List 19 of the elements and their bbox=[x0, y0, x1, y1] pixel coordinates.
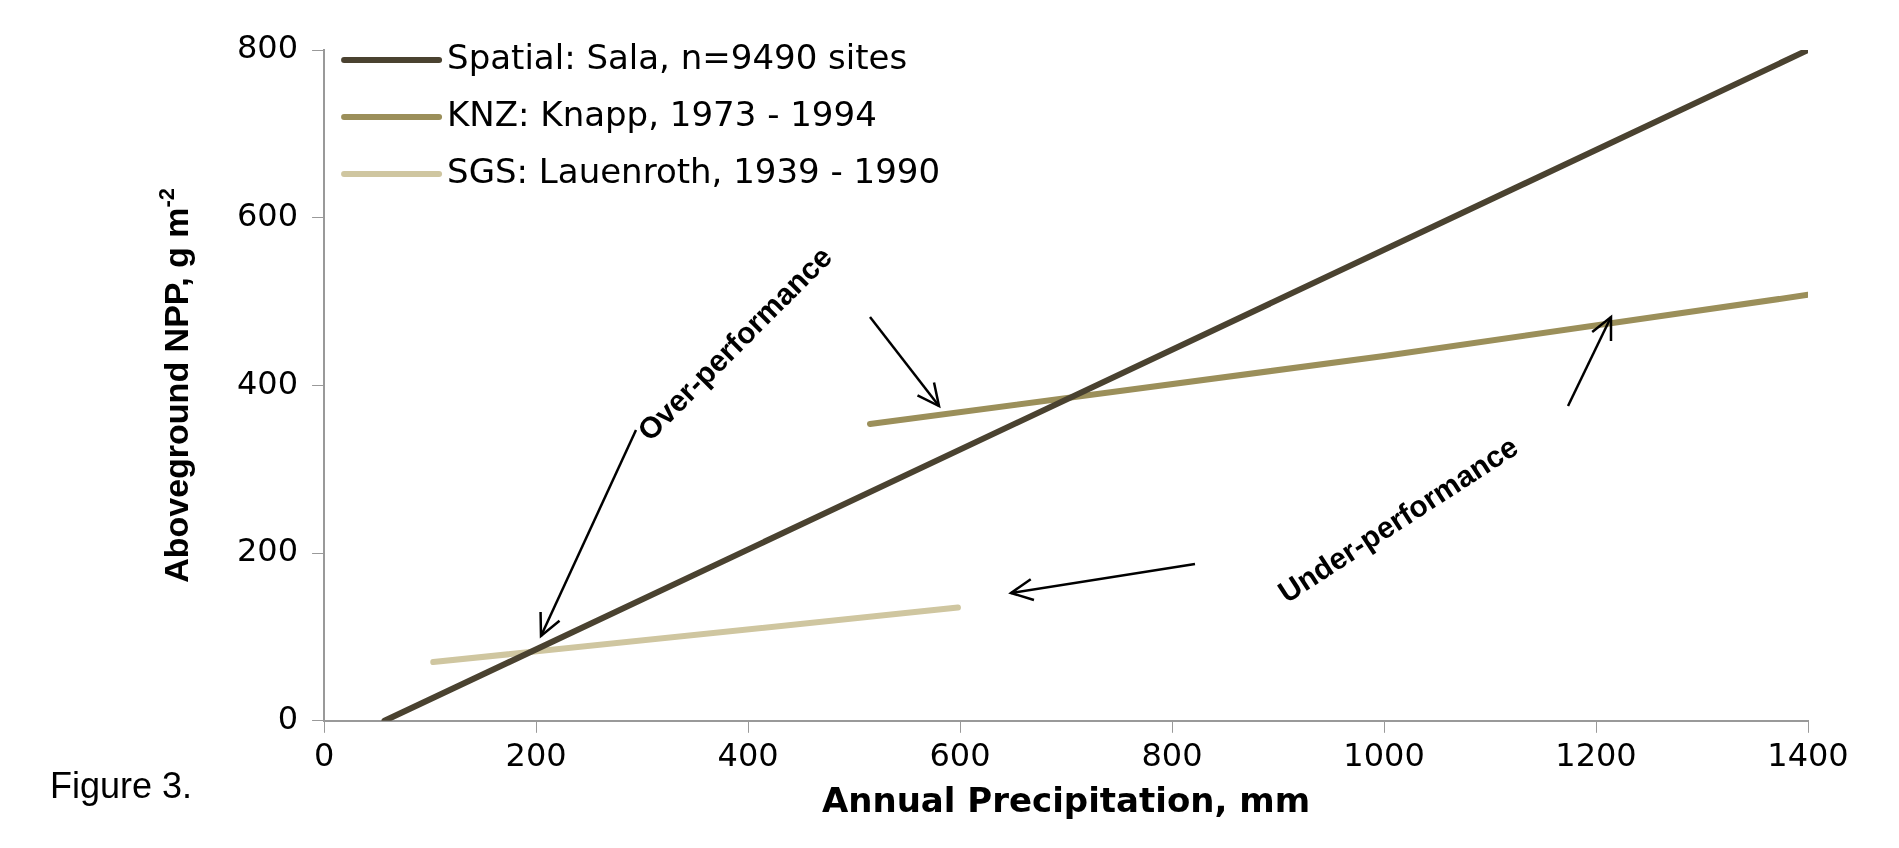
x-tick-label: 1000 bbox=[1343, 736, 1425, 775]
x-tick-label: 600 bbox=[929, 736, 991, 775]
x-tick-label: 1400 bbox=[1767, 736, 1849, 775]
legend-label: Spatial: Sala, n=9490 sites bbox=[447, 36, 908, 77]
y-tick-label: 600 bbox=[237, 196, 299, 235]
x-axis-title: Annual Precipitation, mm bbox=[821, 780, 1311, 821]
x-tick-label: 200 bbox=[505, 736, 567, 775]
legend-label: KNZ: Knapp, 1973 - 1994 bbox=[447, 93, 877, 134]
y-tick-label: 0 bbox=[277, 699, 299, 738]
y-axis-title: Aboveground NPP, g m-2 bbox=[154, 187, 195, 583]
y-tick-label: 400 bbox=[237, 363, 299, 402]
legend-label: SGS: Lauenroth, 1939 - 1990 bbox=[447, 150, 941, 191]
y-tick-label: 800 bbox=[237, 28, 299, 67]
x-tick-label: 800 bbox=[1141, 736, 1203, 775]
x-tick-label: 400 bbox=[717, 736, 779, 775]
caption: Figure 3. bbox=[50, 764, 193, 806]
x-tick-label: 1200 bbox=[1555, 736, 1637, 775]
y-tick-label: 200 bbox=[237, 531, 299, 570]
x-tick-label: 0 bbox=[313, 736, 335, 775]
